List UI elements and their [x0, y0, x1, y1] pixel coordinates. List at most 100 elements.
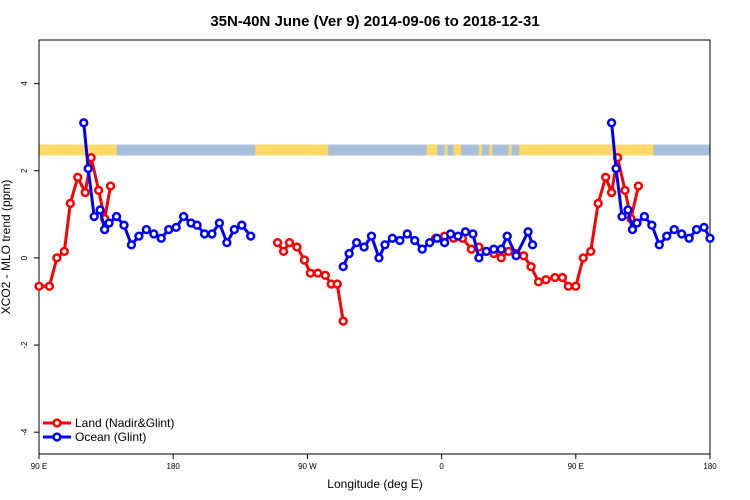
y-axis-label: XCO2 - MLO trend (ppm) — [0, 180, 13, 315]
data-point — [93, 185, 104, 195]
data-point — [111, 211, 122, 222]
data-point — [496, 244, 506, 254]
data-point — [52, 253, 62, 263]
data-point — [272, 237, 283, 248]
data-point — [684, 233, 694, 243]
data-point — [523, 227, 533, 237]
data-point — [632, 218, 642, 228]
data-point — [171, 222, 181, 233]
data-point — [395, 235, 405, 246]
data-point — [305, 268, 316, 278]
legend-label: Ocean (Glint) — [75, 430, 146, 444]
legend-label: Land (Nadir&Glint) — [75, 416, 174, 430]
land-span — [426, 144, 438, 156]
data-point — [557, 272, 568, 283]
data-point — [119, 220, 129, 230]
data-point — [299, 255, 310, 265]
data-point — [229, 224, 239, 235]
data-point — [620, 185, 630, 195]
data-point — [134, 231, 144, 241]
data-point — [593, 198, 603, 209]
data-point — [460, 227, 471, 237]
data-point — [623, 205, 633, 215]
data-point — [338, 316, 348, 326]
data-point — [677, 229, 687, 239]
data-point — [95, 205, 105, 215]
land-span — [519, 144, 654, 156]
data-point — [489, 244, 499, 254]
data-point — [338, 261, 348, 272]
data-point — [606, 187, 617, 198]
data-point — [639, 211, 650, 222]
x-tick-label: 90 W — [298, 462, 317, 471]
data-point — [410, 235, 420, 246]
data-point — [199, 229, 210, 239]
x-axis: 90 E 180 90 W 0 90 E 180 — [31, 454, 717, 471]
data-point — [617, 211, 627, 222]
data-point — [278, 246, 289, 257]
data-point — [425, 237, 435, 248]
data-point — [417, 244, 427, 254]
data-point — [541, 275, 551, 285]
data-point — [156, 233, 166, 243]
data-point — [192, 220, 202, 230]
x-tick-label: 180 — [167, 462, 181, 471]
land-span — [255, 144, 329, 156]
x-tick-label: 180 — [703, 462, 717, 471]
data-point — [481, 246, 491, 257]
data-point — [83, 163, 93, 174]
data-point — [313, 268, 323, 278]
data-point — [222, 237, 232, 248]
legend-marker — [52, 432, 62, 442]
y-tick-label: 0 — [20, 255, 29, 260]
x-tick-label: 90 E — [31, 462, 47, 471]
data-point — [44, 281, 55, 291]
data-point — [502, 231, 512, 241]
data-point — [496, 253, 506, 263]
data-point — [105, 181, 116, 191]
data-point — [563, 281, 573, 291]
data-point — [511, 251, 521, 261]
data-point — [89, 211, 99, 222]
data-point — [699, 222, 709, 233]
data-point — [351, 237, 362, 248]
data-point — [34, 281, 44, 291]
data-point — [654, 240, 664, 250]
data-point — [633, 181, 644, 191]
data-point — [439, 237, 450, 248]
data-point — [526, 261, 536, 272]
y-tick-label: 4 — [20, 81, 29, 86]
y-tick-label: -4 — [20, 428, 29, 436]
data-point — [126, 240, 137, 250]
legend-marker — [52, 418, 62, 428]
data-point — [662, 231, 672, 241]
data-point — [533, 277, 544, 287]
land-span — [508, 144, 512, 156]
land-span — [489, 144, 493, 156]
data-point — [207, 229, 217, 239]
data-point — [141, 224, 152, 235]
data-point — [59, 246, 69, 257]
chart-title: 35N-40N June (Ver 9) 2014-09-06 to 2018-… — [210, 13, 539, 30]
data-point — [366, 231, 377, 241]
landmask-band — [39, 144, 710, 156]
data-point — [246, 231, 256, 241]
series-1 — [79, 118, 715, 272]
data-point — [578, 253, 588, 263]
data-point — [73, 172, 83, 182]
data-point — [466, 244, 477, 254]
data-point — [527, 240, 538, 250]
ocean-band — [39, 144, 710, 156]
data-point — [387, 233, 398, 243]
y-tick-label: 2 — [20, 168, 29, 173]
x-tick-label: 0 — [439, 462, 444, 471]
data-point — [320, 270, 330, 280]
data-point — [705, 233, 715, 243]
data-point — [600, 172, 611, 182]
data-point — [432, 233, 442, 243]
data-point — [65, 198, 75, 209]
data-point — [80, 187, 90, 198]
data-point — [149, 229, 159, 239]
x-tick-label: 90 E — [568, 462, 584, 471]
